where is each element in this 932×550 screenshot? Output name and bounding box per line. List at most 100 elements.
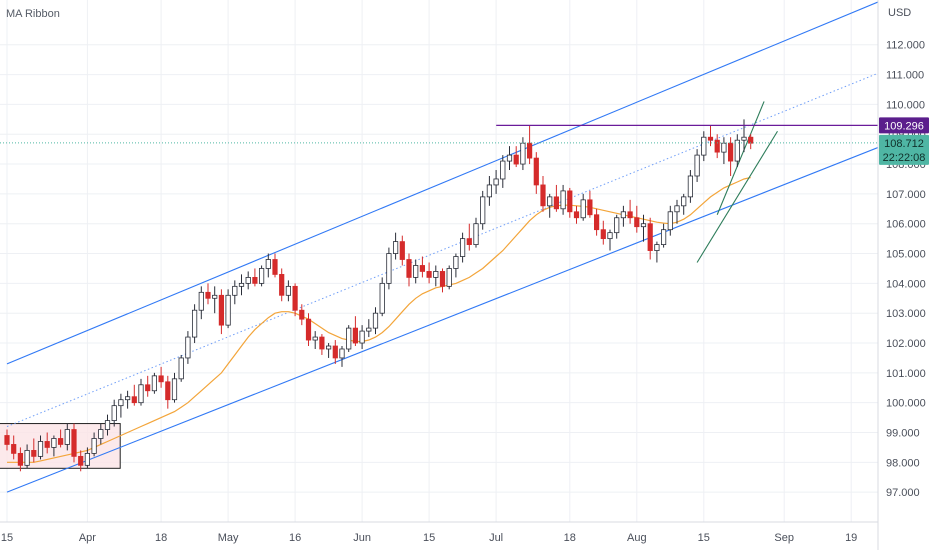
candle: [11, 435, 17, 460]
candle: [426, 262, 432, 284]
ma-ribbon: [7, 176, 751, 463]
resistance-price-badge: [879, 117, 929, 134]
candle: [111, 399, 117, 427]
candle-body: [372, 312, 379, 329]
candle: [728, 137, 734, 176]
ma-line: [7, 176, 751, 463]
candle: [252, 268, 258, 287]
candle: [98, 423, 104, 445]
channel-upper-line[interactable]: [6, 0, 912, 365]
candle: [634, 205, 640, 233]
candle-body: [540, 184, 546, 207]
candle: [627, 199, 633, 224]
candle-body: [37, 441, 44, 457]
candle-body: [741, 136, 747, 141]
price-tick-label: 97.000: [886, 487, 920, 499]
candle-body: [359, 330, 365, 344]
candle: [379, 277, 385, 317]
candle: [272, 253, 278, 278]
candle-body: [84, 452, 90, 466]
candle: [339, 346, 345, 367]
candle-body: [171, 378, 178, 401]
candle: [600, 220, 606, 245]
candle-body: [178, 357, 184, 380]
candle-body: [312, 336, 318, 341]
time-tick-label: 18: [564, 532, 576, 544]
candle-body: [553, 196, 560, 210]
candle: [453, 253, 459, 278]
candle-body: [634, 217, 640, 228]
time-tick-label: 18: [155, 532, 167, 544]
current-price-badge: [879, 134, 929, 165]
candle: [58, 429, 64, 448]
candle-body: [145, 384, 151, 392]
candle: [212, 286, 218, 314]
candle: [399, 235, 405, 266]
candle: [51, 435, 57, 457]
candle-body: [573, 211, 580, 219]
candle: [125, 390, 131, 409]
candle: [151, 372, 157, 394]
candle-body: [125, 396, 131, 401]
candle: [667, 205, 673, 236]
candle: [687, 170, 694, 203]
candle: [292, 283, 298, 317]
candle: [24, 444, 30, 469]
candle: [513, 146, 519, 168]
time-tick-label: 19: [845, 532, 857, 544]
candle: [386, 247, 392, 290]
candle-body: [238, 282, 245, 287]
candle: [359, 325, 365, 349]
candle-body: [433, 271, 439, 278]
time-axis[interactable]: 15 Apr 18 May 16 Jun 15 Jul 18 Aug 15 Sep 19: [0, 521, 878, 544]
candle: [299, 304, 305, 326]
price-tick-label: 102.000: [886, 338, 926, 350]
candle: [721, 137, 727, 165]
candle: [520, 137, 526, 171]
candle: [707, 125, 714, 147]
price-tick-label: 106.000: [886, 219, 926, 231]
candle: [439, 268, 446, 293]
channel-middle-line[interactable]: [6, 60, 912, 428]
candle-body: [466, 238, 472, 245]
price-tick-label: 103.000: [886, 308, 926, 320]
candle: [84, 447, 90, 469]
candle: [392, 232, 399, 260]
candle-body: [480, 196, 486, 225]
channel-lower-line[interactable]: [6, 134, 912, 493]
candle: [741, 119, 747, 153]
candle-body: [513, 154, 519, 165]
candle: [225, 289, 231, 329]
candle: [620, 205, 627, 227]
candle: [580, 193, 586, 221]
candle: [171, 372, 178, 403]
wedge-upper-line[interactable]: [716, 101, 765, 215]
candle-body: [279, 274, 285, 296]
candle-body: [118, 399, 124, 407]
candle-body: [91, 438, 97, 454]
candle-body: [580, 199, 586, 219]
candle: [694, 149, 700, 182]
indicator-label: MA Ribbon: [6, 8, 60, 20]
wedge-lower-line[interactable]: [696, 130, 778, 263]
candle-body: [527, 142, 533, 159]
candle: [165, 375, 171, 409]
price-tick-label: 104.000: [886, 278, 926, 290]
price-channel[interactable]: [6, 0, 912, 493]
candles: [4, 119, 754, 472]
candle-body: [245, 277, 251, 284]
candle-body: [212, 294, 218, 299]
candle-body: [392, 241, 399, 254]
candle-body: [225, 294, 231, 326]
candle: [480, 190, 486, 230]
time-tick-label: Jun: [353, 532, 371, 544]
candle-body: [24, 450, 30, 466]
rising-wedge[interactable]: [696, 101, 778, 263]
candle: [647, 217, 653, 260]
price-axis[interactable]: USD 112.000111.000110.000109.000108.0001…: [877, 0, 926, 550]
candle-body: [44, 441, 50, 448]
candle-body: [694, 154, 700, 177]
candle-body: [674, 205, 680, 213]
candle: [433, 265, 439, 287]
